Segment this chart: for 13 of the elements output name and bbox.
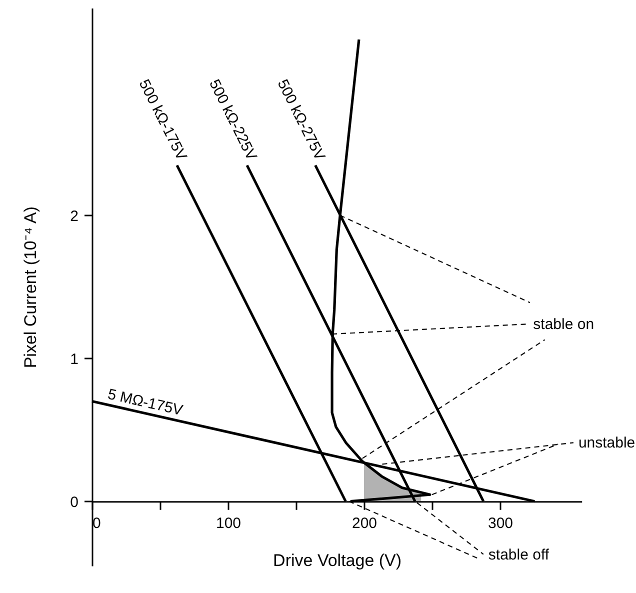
annotation: unstable — [578, 434, 636, 452]
x-tick-label: 200 — [352, 514, 378, 532]
y-axis-title: Pixel Current (10⁻⁴ A) — [21, 206, 40, 368]
x-tick-label: 0 — [92, 514, 101, 532]
x-axis-title: Drive Voltage (V) — [273, 550, 402, 570]
annotation: stable on — [533, 316, 594, 334]
y-tick-label: 0 — [70, 494, 78, 511]
y-tick-label: 2 — [70, 208, 78, 225]
text: 5 MΩ-175V — [106, 386, 184, 420]
y-tick-label: 1 — [70, 350, 78, 368]
x-tick-label: 100 — [216, 514, 242, 532]
x-tick-label: 300 — [488, 514, 514, 532]
annotation: stable off — [488, 546, 550, 564]
